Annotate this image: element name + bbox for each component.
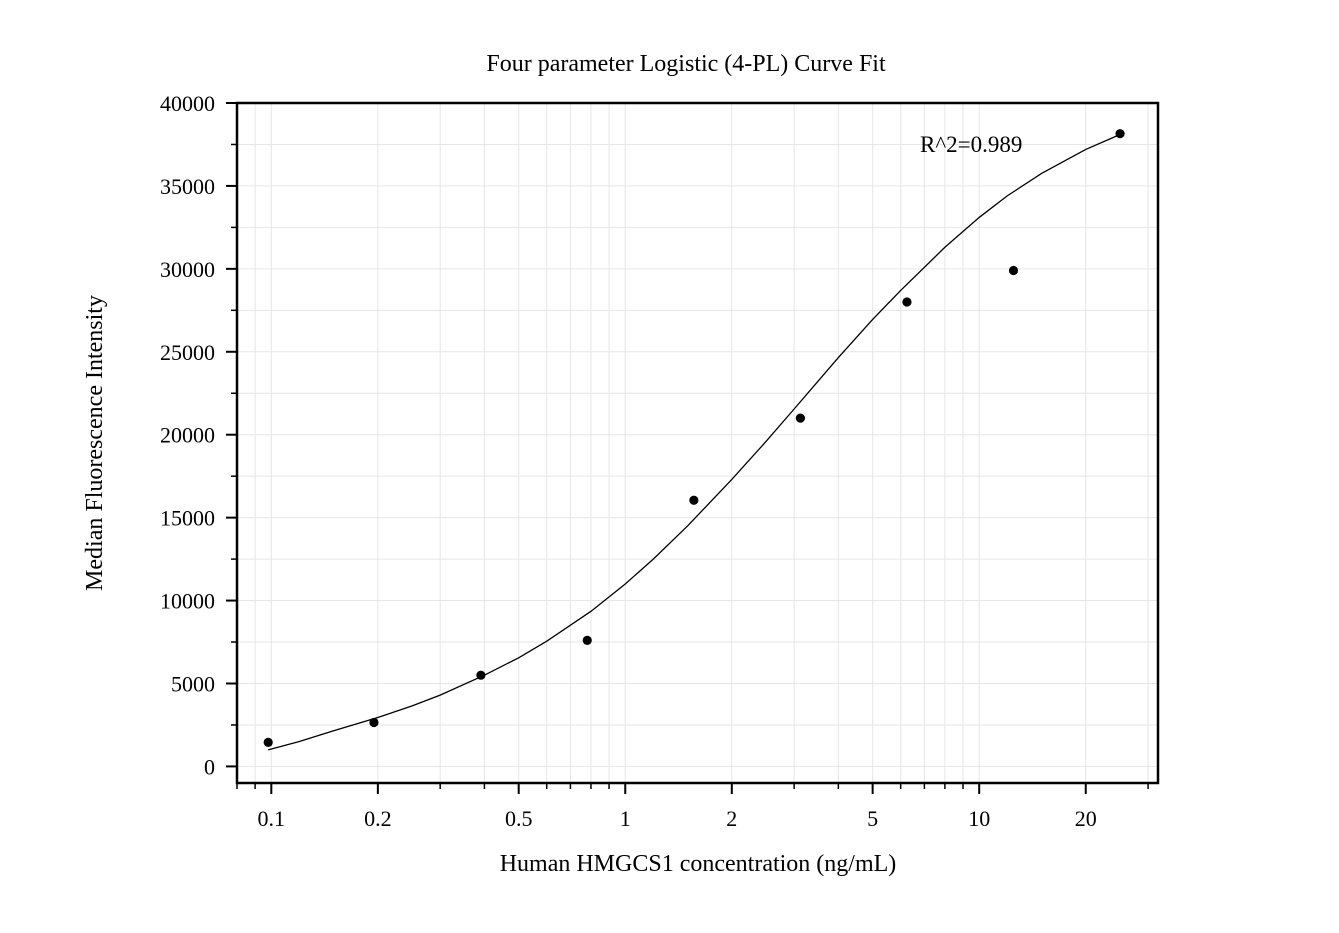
data-point: [1115, 129, 1125, 139]
x-tick-label: 0.1: [258, 806, 286, 831]
x-tick-label: 10: [968, 806, 990, 831]
x-tick-label: 0.2: [364, 806, 392, 831]
x-tick-label: 0.5: [505, 806, 533, 831]
plot-area-frame: [235, 101, 1160, 785]
y-tick-label: 10000: [160, 589, 215, 614]
y-tick-label: 0: [204, 754, 215, 779]
y-tick-label: 30000: [160, 257, 215, 282]
fit-curve-line: [268, 133, 1121, 751]
x-tick-label: 20: [1075, 806, 1097, 831]
y-tick-label: 20000: [160, 423, 215, 448]
chart-title: Four parameter Logistic (4-PL) Curve Fit: [486, 51, 886, 77]
y-tick-label: 35000: [160, 174, 215, 199]
y-tick-label: 15000: [160, 506, 215, 531]
data-point: [795, 413, 806, 423]
y-tick-label: 5000: [171, 671, 215, 696]
y-tick-label: 40000: [160, 91, 215, 116]
fit-curve-layer: [268, 133, 1121, 751]
y-axis-label: Median Fluorescence Intensity: [82, 295, 108, 591]
data-point: [582, 635, 592, 645]
x-axis-label: Human HMGCS1 concentration (ng/mL): [500, 851, 897, 877]
data-point: [369, 717, 379, 728]
grid-lines: [236, 102, 1158, 783]
data-point: [1008, 265, 1019, 276]
data-point: [902, 297, 912, 307]
data-points-layer: [263, 129, 1125, 747]
x-tick-label: 1: [620, 806, 631, 831]
x-tick-label: 5: [867, 806, 878, 831]
x-axis: 0.1 0.2 0.5 1 2 5 10 20: [236, 783, 1149, 831]
data-point: [263, 737, 273, 747]
r-squared-annotation: R^2=0.989: [920, 132, 1022, 157]
data-point: [689, 495, 699, 505]
x-tick-label: 2: [726, 806, 737, 831]
y-axis: 0 5000 10000 15000 20000 25000 30000 35000 40000: [160, 91, 237, 779]
data-point: [476, 670, 486, 680]
y-tick-label: 25000: [160, 340, 215, 365]
